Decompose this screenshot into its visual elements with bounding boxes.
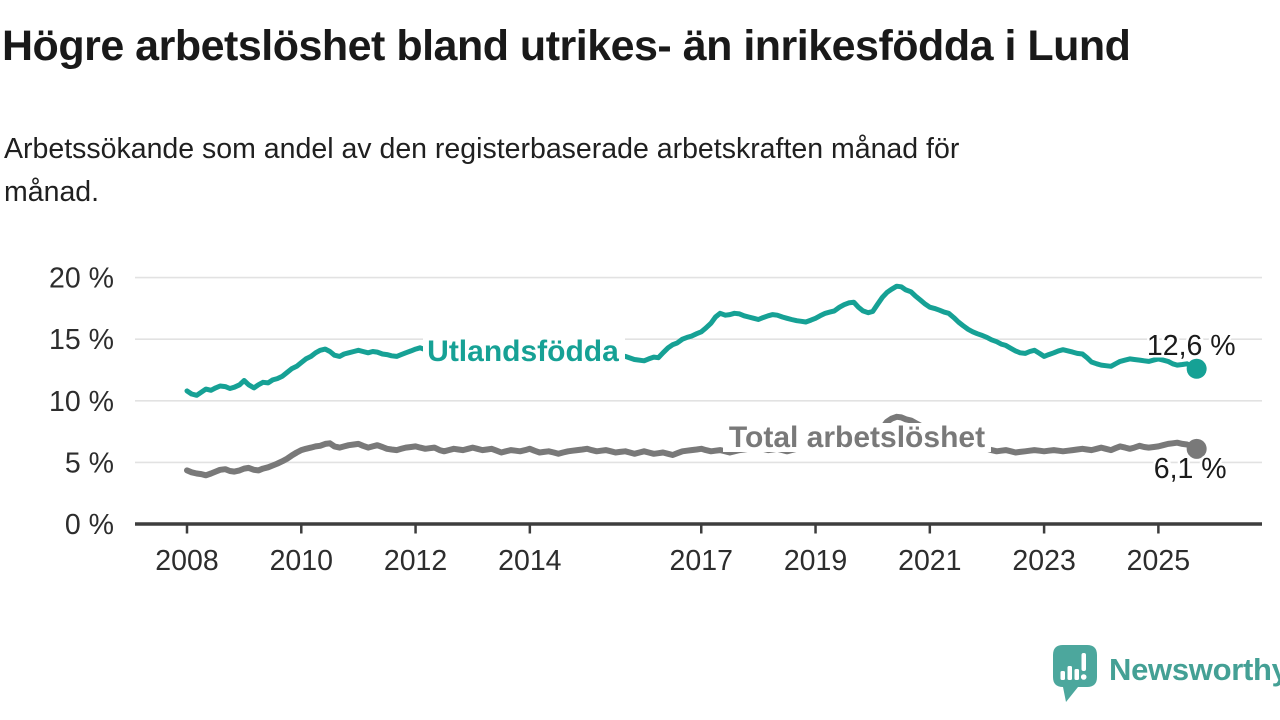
y-axis-label: 10 % xyxy=(49,386,114,418)
bar-chart-icon-bar2 xyxy=(1067,666,1072,680)
series-line-total xyxy=(184,413,1200,479)
y-axis-label: 5 % xyxy=(65,447,114,479)
exclamation-icon-dot xyxy=(1080,674,1087,680)
x-axis-label: 2021 xyxy=(898,545,961,577)
x-axis-label: 2014 xyxy=(498,545,562,577)
page-subtitle-line-2: månad. xyxy=(4,176,100,208)
x-axis-label: 2010 xyxy=(270,545,333,577)
page-subtitle-line-1: Arbetssökande som andel av den registerb… xyxy=(4,133,960,165)
series-end-value-label: 6,1 % xyxy=(1154,453,1227,485)
series-label-halo xyxy=(423,335,625,367)
bar-chart-icon-bar1 xyxy=(1060,671,1065,680)
x-axis-label: 2023 xyxy=(1012,545,1075,577)
x-axis-label: 2012 xyxy=(384,545,447,577)
newsworthy-logo-icon xyxy=(1053,645,1097,702)
series-end-value-label: 12,6 % xyxy=(1147,330,1236,362)
page-subtitle: Arbetssökande som andel av den registerb… xyxy=(4,128,1204,214)
x-axis-label: 2025 xyxy=(1127,545,1190,577)
series-inline-label: Total arbetslöshet xyxy=(729,421,985,454)
series-end-dot xyxy=(1186,438,1207,459)
x-axis-label: 2019 xyxy=(784,545,847,577)
page-title: Högre arbetslöshet bland utrikes- än inr… xyxy=(2,22,1131,70)
series-line-utlandsfodda xyxy=(184,283,1200,398)
series-inline-label: Utlandsfödda xyxy=(427,335,619,368)
y-axis-label: 0 % xyxy=(65,509,114,541)
y-axis-label: 15 % xyxy=(49,324,114,356)
y-axis-label: 20 % xyxy=(49,263,114,295)
newsworthy-wordmark: Newsworthy xyxy=(1109,652,1280,687)
series-label-halo xyxy=(723,423,991,452)
bar-chart-icon-bar3 xyxy=(1074,669,1079,680)
x-axis-label: 2008 xyxy=(155,545,218,577)
x-axis-label: 2017 xyxy=(670,545,733,577)
exclamation-icon-stem xyxy=(1081,653,1086,671)
newsworthy-logo: Newsworthy xyxy=(1050,644,1280,704)
series-end-dot xyxy=(1186,358,1207,379)
